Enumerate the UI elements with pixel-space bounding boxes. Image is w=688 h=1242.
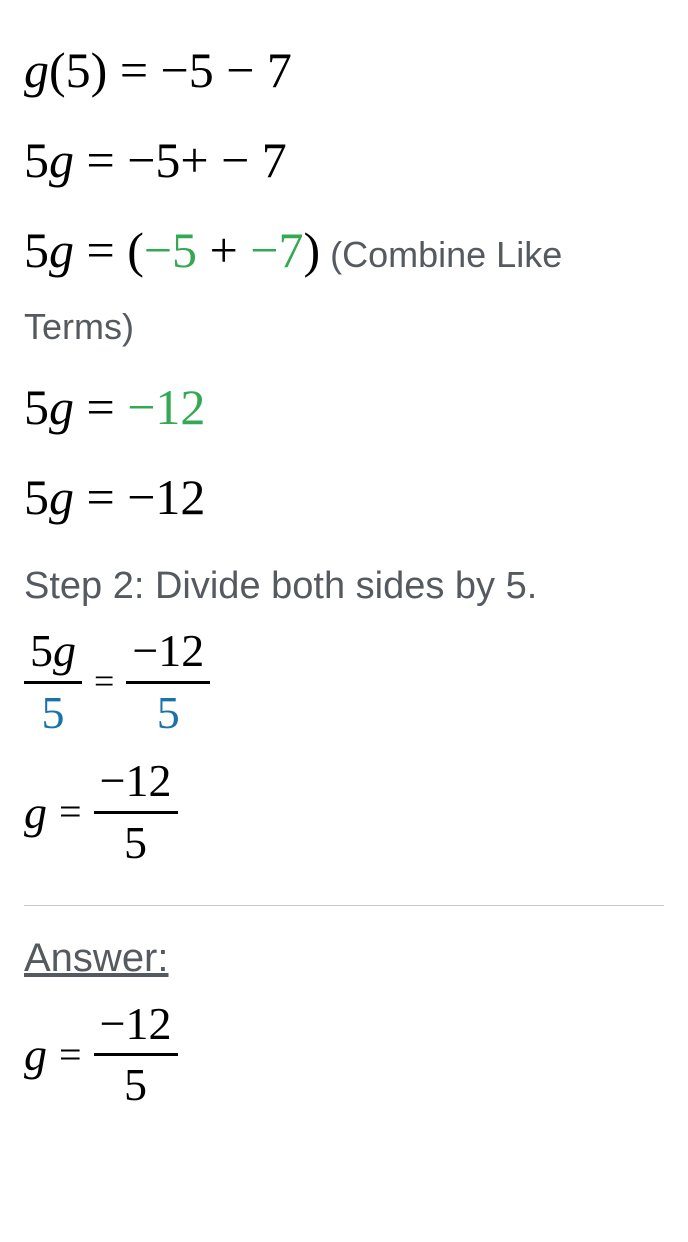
equals: =: [94, 653, 114, 711]
fraction-equation: 5g 5 = −12 5: [24, 626, 664, 738]
var-g: g: [24, 1018, 47, 1092]
equals: =: [74, 222, 127, 278]
paren-five: (5): [49, 42, 107, 98]
fraction-left: 5g 5: [24, 626, 82, 738]
combine-note-1: (Combine Like: [330, 224, 562, 285]
coef: 5: [24, 222, 49, 278]
answer-heading: Answer:: [24, 936, 664, 981]
section-divider: [24, 905, 664, 906]
coef: 5: [24, 132, 49, 188]
term-1: −5: [144, 222, 197, 278]
step-2-text: Step 2: Divide both sides by 5.: [24, 565, 664, 608]
var-g: g: [24, 776, 47, 850]
equation-line-4: 5g = −12: [24, 367, 664, 447]
plus: +: [197, 222, 250, 278]
var-g: g: [49, 469, 74, 525]
coef: 5: [24, 379, 49, 435]
combine-note-2: Terms): [24, 296, 664, 357]
paren-open: (: [127, 222, 144, 278]
term-2: −7: [250, 222, 303, 278]
equals: =: [74, 379, 127, 435]
fraction-right: −12 5: [126, 626, 210, 738]
final-answer: g = −12 5: [24, 999, 664, 1111]
coef: 5: [24, 469, 49, 525]
equals: =: [74, 469, 127, 525]
var-g: g: [49, 379, 74, 435]
equation-line-5: 5g = −12: [24, 457, 664, 537]
equals: =: [107, 42, 160, 98]
equals: =: [74, 132, 127, 188]
equation-line-1: g(5) = −5 − 7: [24, 30, 664, 110]
equation-line-3: 5g = (−5 + −7) (Combine Like: [24, 210, 664, 290]
equals: =: [59, 1023, 82, 1087]
fraction-result: −12 5: [94, 756, 178, 868]
rhs: −5+ − 7: [127, 132, 287, 188]
rhs: −5 − 7: [161, 42, 292, 98]
var-g: g: [49, 222, 74, 278]
paren-close: ): [303, 222, 320, 278]
rhs: −12: [127, 469, 205, 525]
result-equation: g = −12 5: [24, 756, 664, 868]
fraction-final: −12 5: [94, 999, 178, 1111]
var-g: g: [24, 42, 49, 98]
var-g: g: [49, 132, 74, 188]
rhs: −12: [127, 379, 205, 435]
equals: =: [59, 780, 82, 844]
equation-line-2: 5g = −5+ − 7: [24, 120, 664, 200]
